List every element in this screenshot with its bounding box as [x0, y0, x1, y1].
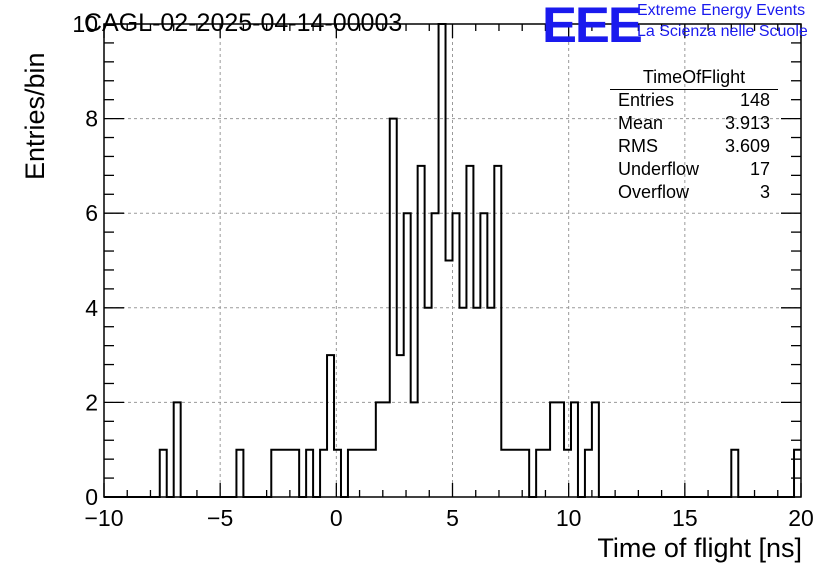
stats-row-overflow: Overflow 3	[610, 182, 778, 205]
histogram-bin	[453, 213, 460, 497]
histogram-bin	[501, 450, 508, 497]
histogram-bin	[592, 402, 599, 497]
stats-row-underflow: Underflow 17	[610, 159, 778, 182]
histogram-bin	[557, 402, 564, 497]
stats-value: 3.609	[724, 136, 770, 156]
stats-label: RMS	[618, 136, 658, 156]
stats-label: Entries	[618, 90, 675, 110]
histogram-bin	[731, 450, 738, 497]
histogram-bin	[550, 402, 557, 497]
histogram-bin	[487, 308, 494, 497]
y-tick-label: 6	[85, 200, 98, 226]
histogram-bin	[411, 402, 418, 497]
histogram-bin	[418, 166, 425, 497]
x-tick-label: 10	[556, 505, 582, 531]
stats-row-entries: Entries 148	[610, 90, 778, 113]
stats-value: 3	[759, 182, 770, 202]
histogram-bin	[543, 450, 550, 497]
x-axis-label: Time of flight [ns]	[597, 533, 802, 563]
histogram-bin	[466, 166, 473, 497]
histogram-bin	[236, 450, 243, 497]
histogram-bin	[383, 402, 390, 497]
histogram-bin	[174, 402, 181, 497]
x-tick-label: 5	[446, 505, 459, 531]
histogram-bin	[271, 450, 278, 497]
histogram-bin	[292, 450, 299, 497]
x-tick-label: 20	[788, 505, 814, 531]
stats-row-mean: Mean 3.913	[610, 113, 778, 136]
stats-box: TimeOfFlight Entries 148 Mean 3.913 RMS …	[610, 67, 778, 205]
y-tick-label: 2	[85, 389, 98, 415]
eee-logo: EEE	[542, 0, 643, 53]
stats-value: 148	[739, 90, 770, 110]
histogram-bin	[459, 308, 466, 497]
stats-value: 17	[749, 159, 770, 179]
histogram-bin	[369, 450, 376, 497]
x-tick-label: −10	[84, 505, 123, 531]
histogram-bin	[160, 450, 167, 497]
histogram-bin	[327, 355, 334, 497]
x-tick-label: 0	[330, 505, 343, 531]
run-title: CAGL-02-2025-04-14-00003	[84, 9, 403, 37]
histogram-bin	[278, 450, 285, 497]
histogram-bin	[306, 450, 313, 497]
histogram-bin	[536, 450, 543, 497]
x-tick-label: −5	[207, 505, 233, 531]
histogram-bin	[355, 450, 362, 497]
y-axis-label: Entries/bin	[20, 52, 50, 180]
histogram-bin	[362, 450, 369, 497]
y-tick-label: 0	[85, 484, 98, 510]
stats-label: Overflow	[618, 182, 690, 202]
logo-line-2: La Scienza nelle Scuole	[637, 23, 808, 40]
histogram-bin	[285, 450, 292, 497]
histogram-bin	[320, 450, 327, 497]
x-tick-label: 15	[672, 505, 698, 531]
stats-row-rms: RMS 3.609	[610, 136, 778, 159]
y-tick-label: 8	[85, 106, 98, 132]
histogram-bin	[571, 402, 578, 497]
histogram-bin	[376, 402, 383, 497]
logo-line-1: Extreme Energy Events	[637, 2, 806, 19]
histogram-bin	[473, 308, 480, 497]
histogram-bin	[508, 450, 515, 497]
stats-label: Underflow	[618, 159, 700, 179]
histogram-bin	[585, 450, 592, 497]
histogram-bin	[390, 119, 397, 497]
histogram-bin	[348, 450, 355, 497]
histogram-bin	[794, 450, 801, 497]
histogram-bin	[494, 166, 501, 497]
stats-label: Mean	[618, 113, 664, 133]
histogram-bin	[404, 213, 411, 497]
histogram-bin	[480, 213, 487, 497]
histogram-bin	[397, 355, 404, 497]
histogram-bin	[432, 213, 439, 497]
stats-box-title: TimeOfFlight	[610, 67, 778, 90]
histogram-bin	[522, 450, 529, 497]
y-tick-label: 4	[85, 295, 98, 321]
histogram-bin	[425, 308, 432, 497]
y-tick-label: 10	[72, 11, 98, 37]
stats-value: 3.913	[724, 113, 770, 133]
histogram-bin	[446, 261, 453, 498]
histogram-bin	[439, 24, 446, 497]
histogram-bin	[515, 450, 522, 497]
histogram-bin	[564, 450, 571, 497]
histogram-bin	[334, 450, 341, 497]
